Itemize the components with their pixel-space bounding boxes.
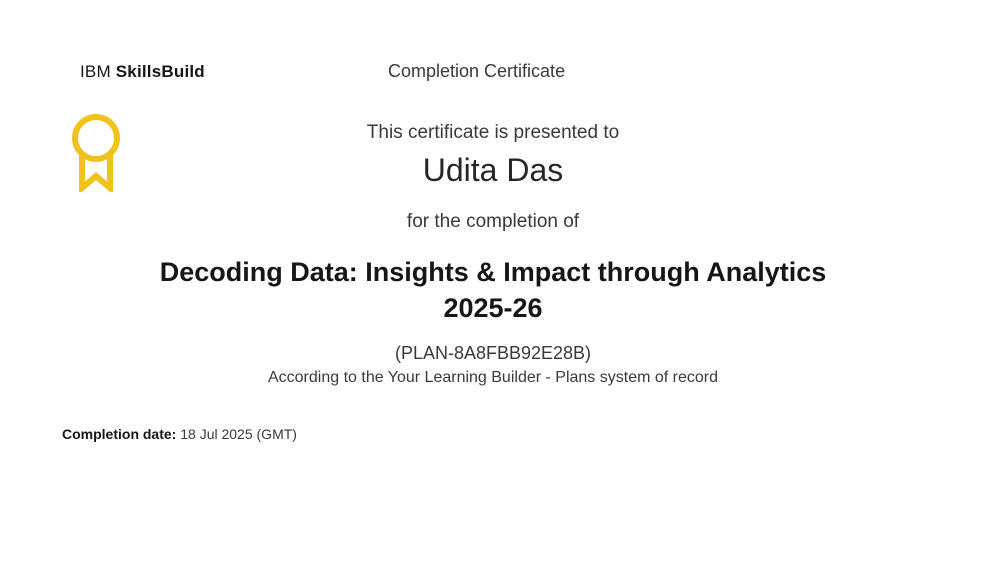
certificate-title: Completion Certificate: [388, 61, 566, 81]
course-title-line1: Decoding Data: Insights & Impact through…: [159, 257, 827, 287]
presented-to-text: This certificate is presented to: [366, 122, 620, 143]
for-completion-text: for the completion of: [406, 211, 580, 232]
record-note: According to the Your Learning Builder -…: [267, 369, 719, 386]
completion-date: Completion date: 18 Jul 2025 (GMT): [62, 426, 297, 442]
completion-date-label: Completion date:: [62, 426, 177, 442]
completion-date-value: 18 Jul 2025 (GMT): [180, 426, 297, 442]
brand-name: SkillsBuild: [115, 62, 205, 81]
brand-prefix: IBM: [80, 62, 111, 81]
plan-id: (PLAN-8A8FBB92E28B): [394, 343, 592, 363]
recipient-name: Udita Das: [422, 152, 564, 188]
course-title: Decoding Data: Insights & Impact through…: [0, 254, 986, 326]
brand-logo: IBM SkillsBuild: [80, 62, 205, 82]
award-ribbon-icon: [68, 112, 124, 195]
course-title-line2: 2025-26: [443, 293, 543, 323]
